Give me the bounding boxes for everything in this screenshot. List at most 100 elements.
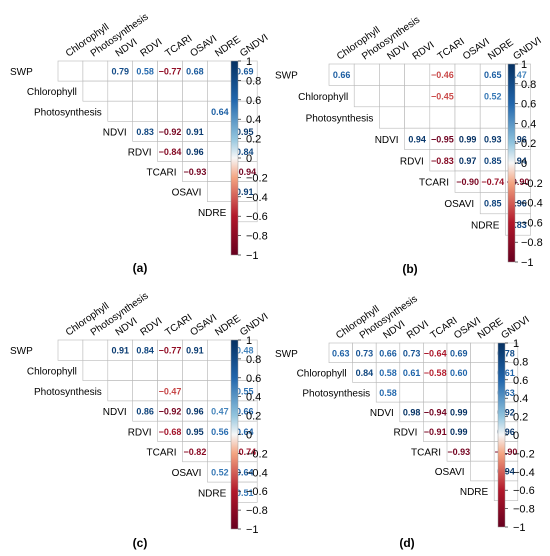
row-label: Chlorophyll: [298, 92, 348, 103]
heatmap-cell: [107, 80, 134, 102]
heatmap-cell: [132, 359, 158, 381]
cell-value: −0.93: [184, 167, 207, 177]
cell-value: 0.94: [408, 134, 426, 144]
heatmap-cell: [207, 141, 233, 162]
column-label: OSAVI: [188, 312, 219, 338]
heatmap-cell: [379, 85, 405, 108]
heatmap-cell: [207, 161, 233, 182]
heatmap-cell: [470, 441, 495, 462]
heatmap-cell: [454, 85, 481, 108]
row-label: Photosynthesis: [302, 388, 370, 399]
row-label: Photosynthesis: [306, 114, 374, 125]
column-label: RDVI: [411, 40, 437, 63]
colorbar-tick-label: −0.8: [521, 237, 543, 249]
heatmap-cell: [446, 382, 471, 403]
cell-value: 0.63: [497, 388, 515, 398]
column-label: RDVI: [139, 37, 165, 60]
cell-value: 0.99: [459, 134, 477, 144]
cell-value: −0.64: [424, 348, 447, 358]
cell-value: 0.48: [236, 346, 254, 356]
cell-value: 0.83: [136, 127, 154, 137]
cell-value: 0.47: [211, 407, 229, 417]
cell-value: 0.66: [236, 407, 254, 417]
cell-value: 0.97: [459, 156, 477, 166]
cell-value: −0.92: [159, 407, 182, 417]
column-label: NDRE: [213, 313, 243, 338]
cell-value: −0.94: [233, 167, 256, 177]
heatmap-cell: [107, 380, 134, 402]
cell-value: 0.92: [497, 407, 515, 417]
row-label: Chlorophyll: [27, 366, 77, 377]
colorbar-tick-label: −0.8: [246, 505, 268, 517]
cell-value: 0.52: [484, 92, 502, 102]
colorbar-tick-label: −0.6: [246, 486, 268, 498]
heatmap-cell: [207, 441, 233, 463]
cell-value: 0.95: [186, 427, 204, 437]
row-label: RDVI: [128, 427, 152, 438]
column-label: TCARI: [163, 33, 194, 59]
cell-value: 0.61: [403, 368, 421, 378]
colorbar-tick-label: 0.4: [246, 114, 261, 126]
colorbar-tick-label: 0.6: [513, 375, 528, 387]
cell-value: 0.85: [484, 199, 502, 209]
colorbar-tick-label: −0.4: [246, 467, 268, 479]
cell-value: 0.99: [450, 427, 468, 437]
cell-value: −0.77: [159, 67, 182, 77]
colorbar-tick-label: 0.8: [521, 79, 536, 91]
heatmap-cell: [107, 100, 134, 122]
cell-value: −0.82: [184, 447, 207, 457]
cell-value: 0.96: [509, 134, 527, 144]
column-label: TCARI: [163, 312, 194, 338]
cell-value: 0.69: [450, 348, 468, 358]
row-label: RDVI: [393, 428, 417, 439]
cell-value: 0.91: [186, 127, 204, 137]
row-label: TCARI: [411, 447, 441, 458]
cell-value: −0.68: [159, 427, 182, 437]
colorbar-tick-label: −1: [246, 524, 259, 536]
cell-value: 0.63: [332, 348, 350, 358]
cell-value: 0.79: [111, 67, 129, 77]
heatmap-cell: [207, 181, 233, 203]
heatmap-cell: [207, 60, 233, 82]
colorbar: [230, 339, 239, 530]
colorbar-tick-label: 0.2: [246, 134, 261, 146]
cell-value: 0.58: [136, 67, 154, 77]
colorbar-tick-label: −0.4: [521, 198, 543, 210]
colorbar-tick-label: −1: [513, 522, 526, 534]
cell-value: 0.91: [236, 187, 254, 197]
row-label: OSAVI: [444, 199, 474, 210]
colorbar-tick-label: 0.2: [246, 411, 261, 423]
row-label: SWP: [275, 71, 298, 82]
heatmap-cell: [207, 359, 233, 381]
column-label: RDVI: [139, 316, 165, 339]
row-label: RDVI: [128, 147, 152, 158]
cell-value: 0.83: [509, 220, 527, 230]
cell-value: −0.90: [507, 177, 530, 187]
cell-value: 0.96: [186, 147, 204, 157]
colorbar-tick-label: −0.2: [521, 178, 543, 190]
colorbar-tick-label: 0.6: [246, 95, 261, 107]
column-label: NDRE: [213, 34, 243, 59]
colorbar-tick-label: −0.4: [246, 192, 268, 204]
heatmap-cell: [132, 100, 158, 122]
heatmap-cell: [182, 80, 208, 102]
heatmap-cell: [157, 100, 183, 122]
colorbar-tick-label: 0: [513, 430, 519, 442]
heatmap-cell: [423, 382, 448, 403]
heatmap-cell: [207, 80, 233, 102]
cell-value: 0.51: [236, 488, 254, 498]
heatmap-cell: [379, 63, 405, 86]
cell-value: 0.64: [236, 467, 254, 477]
heatmap-cell: [454, 106, 481, 129]
colorbar-tick-label: 0: [246, 153, 252, 165]
panel-label: (d): [399, 536, 414, 550]
cell-value: 0.84: [136, 346, 154, 356]
heatmap-cell: [107, 359, 134, 381]
colorbar-tick-label: 0.4: [521, 118, 536, 130]
cell-value: −0.46: [431, 70, 454, 80]
row-label: TCARI: [147, 448, 177, 459]
colorbar-tick-label: 0: [246, 430, 252, 442]
